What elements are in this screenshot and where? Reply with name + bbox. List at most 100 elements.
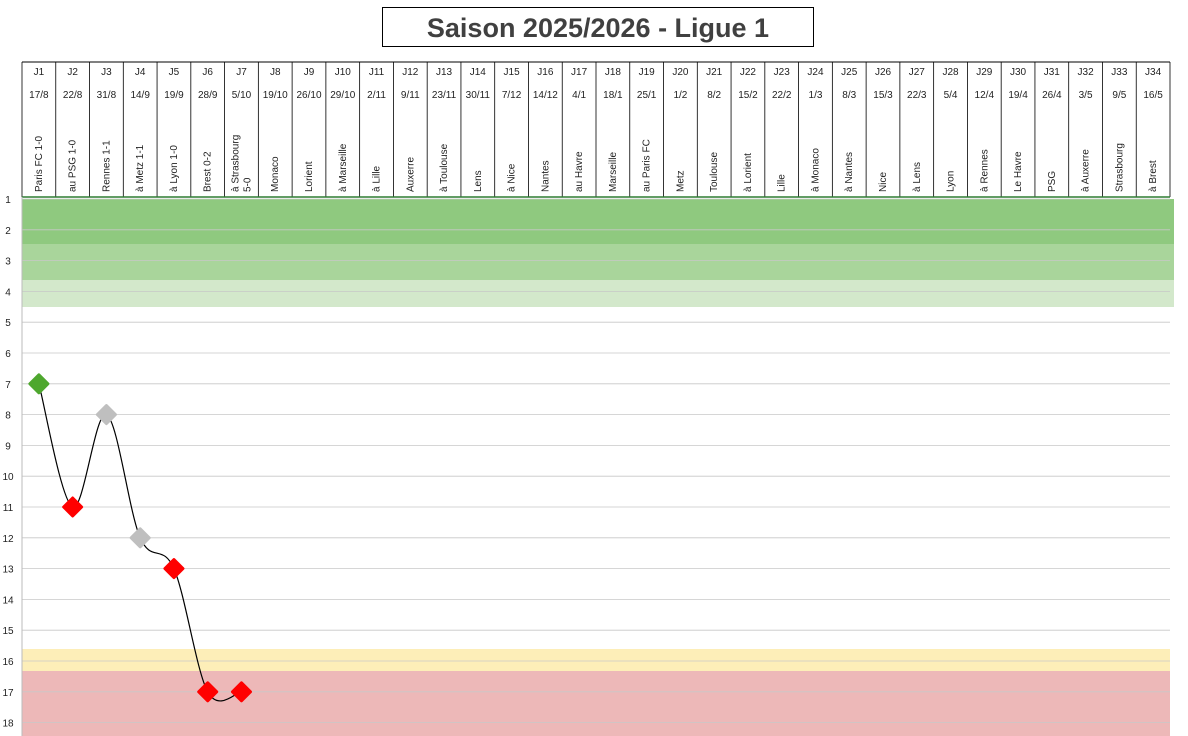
- date-label: 15/3: [873, 90, 893, 101]
- date-label: 5/4: [944, 90, 958, 101]
- date-label: 8/3: [842, 90, 856, 101]
- zone-relegation: [22, 671, 1170, 736]
- match-label: à Nice: [507, 163, 518, 192]
- date-label: 9/11: [401, 90, 420, 101]
- y-tick-label: 17: [2, 688, 14, 699]
- date-label: 1/3: [809, 90, 823, 101]
- match-label: Toulouse: [709, 152, 720, 192]
- date-label: 18/1: [603, 90, 623, 101]
- match-label: à Lorient: [743, 153, 754, 192]
- y-tick-label: 2: [5, 226, 11, 237]
- match-label: Brest 0-2: [203, 151, 214, 192]
- date-label: 25/1: [637, 90, 657, 101]
- round-label: J9: [304, 67, 315, 78]
- round-label: J31: [1044, 67, 1061, 78]
- position-marker: [129, 527, 151, 549]
- date-label: 12/4: [975, 90, 995, 101]
- date-label: 9/5: [1112, 90, 1126, 101]
- date-label: 22/3: [907, 90, 927, 101]
- round-label: J17: [571, 67, 588, 78]
- date-label: 4/1: [572, 90, 586, 101]
- date-label: 2/11: [367, 90, 386, 101]
- round-label: J29: [976, 67, 993, 78]
- y-tick-label: 14: [2, 595, 14, 606]
- date-label: 19/10: [263, 90, 288, 101]
- match-label: Le Havre: [1013, 151, 1024, 192]
- date-label: 31/8: [97, 90, 117, 101]
- zone-3: [22, 244, 1174, 280]
- round-label: J5: [169, 67, 180, 78]
- match-label: Lyon: [946, 171, 957, 192]
- match-label: Nantes: [540, 160, 551, 192]
- round-label: J22: [740, 67, 757, 78]
- match-label: Marseille: [608, 152, 619, 192]
- date-label: 22/2: [772, 90, 792, 101]
- date-label: 23/11: [432, 90, 457, 101]
- position-marker: [62, 496, 84, 518]
- round-label: J34: [1145, 67, 1162, 78]
- round-label: J32: [1078, 67, 1095, 78]
- round-label: J11: [369, 67, 385, 78]
- round-label: J8: [270, 67, 281, 78]
- position-marker: [95, 404, 117, 426]
- date-label: 26/10: [296, 90, 321, 101]
- y-tick-label: 4: [5, 287, 11, 298]
- y-tick-label: 3: [5, 257, 11, 268]
- match-label: à Rennes: [979, 149, 990, 192]
- round-label: J13: [436, 67, 453, 78]
- match-label: au Paris FC: [642, 139, 653, 192]
- date-label: 19/9: [164, 90, 184, 101]
- round-label: J10: [335, 67, 352, 78]
- date-label: 5/10: [232, 90, 252, 101]
- date-label: 16/5: [1143, 90, 1163, 101]
- match-label: Lille: [777, 174, 788, 192]
- round-label: J1: [34, 67, 45, 78]
- round-label: J33: [1111, 67, 1128, 78]
- y-tick-label: 15: [2, 626, 14, 637]
- date-label: 30/11: [466, 90, 491, 101]
- y-tick-label: 5: [5, 318, 11, 329]
- y-tick-label: 18: [2, 719, 14, 730]
- y-tick-label: 12: [2, 534, 14, 545]
- round-label: J15: [504, 67, 521, 78]
- date-label: 8/2: [707, 90, 721, 101]
- round-label: J19: [639, 67, 656, 78]
- match-label: au PSG 1-0: [68, 139, 79, 192]
- y-tick-label: 9: [5, 441, 11, 452]
- date-label: 7/12: [502, 90, 522, 101]
- match-label: à Metz 1-1: [135, 144, 146, 192]
- round-label: J2: [67, 67, 78, 78]
- match-label: à Auxerre: [1081, 149, 1092, 192]
- y-tick-label: 11: [3, 503, 14, 514]
- round-label: J26: [875, 67, 892, 78]
- round-label: J23: [774, 67, 791, 78]
- round-label: J4: [135, 67, 146, 78]
- y-tick-label: 8: [5, 411, 11, 422]
- match-label: Auxerre: [405, 157, 416, 192]
- position-marker: [28, 373, 50, 395]
- match-label: Lorient: [304, 161, 315, 192]
- match-label: à Lyon 1-0: [169, 145, 180, 192]
- round-label: J27: [909, 67, 926, 78]
- zone-4: [22, 280, 1174, 307]
- round-label: J7: [236, 67, 247, 78]
- match-label: PSG: [1047, 171, 1058, 192]
- round-label: J30: [1010, 67, 1027, 78]
- match-label: Monaco: [270, 156, 281, 192]
- zone-top-2: [22, 199, 1174, 244]
- round-label: J18: [605, 67, 622, 78]
- round-label: J20: [672, 67, 689, 78]
- match-label: Metz: [675, 170, 686, 192]
- match-label: Rennes 1-1: [101, 140, 112, 192]
- chart-title: Saison 2025/2026 - Ligue 1: [382, 7, 814, 47]
- match-label: à Lille: [372, 165, 383, 192]
- round-label: J16: [537, 67, 554, 78]
- round-label: J24: [807, 67, 824, 78]
- date-label: 17/8: [29, 90, 49, 101]
- match-label: Lens: [473, 170, 484, 192]
- round-label: J21: [706, 67, 723, 78]
- y-tick-label: 13: [2, 565, 14, 576]
- position-marker: [163, 558, 185, 580]
- match-label: à Strasbourg: [230, 135, 241, 192]
